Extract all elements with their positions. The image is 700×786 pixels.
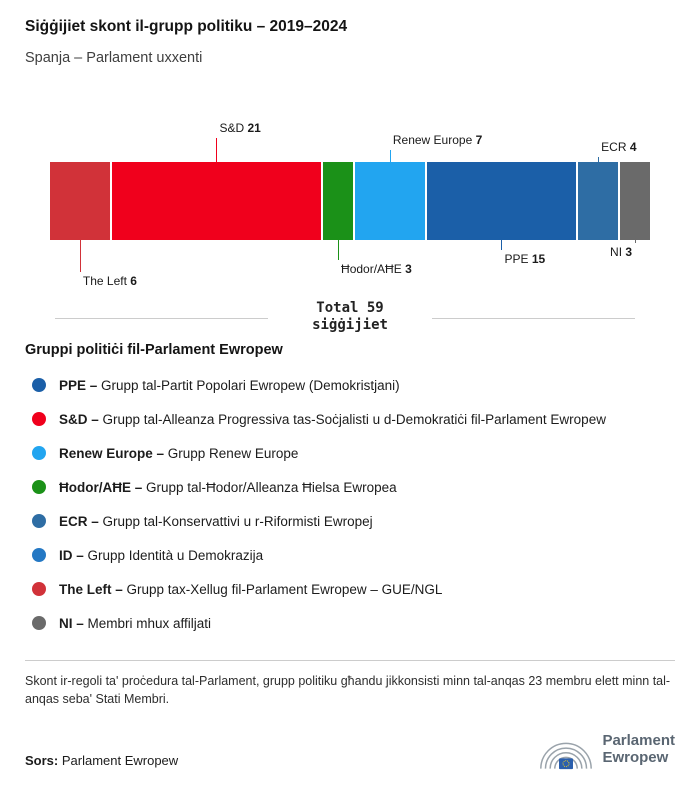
callout-label-the-left: The Left 6 [82,274,137,288]
legend-color-dot [32,446,46,460]
logo-text-line1: Parlament [602,732,675,749]
callout-line-ni [635,240,636,243]
bar-segment-s-d[interactable] [111,162,322,240]
legend-item-text: ID – Grupp Identità u Demokrazija [59,547,264,563]
legend-color-dot [32,412,46,426]
logo-text-line2: Ewropew [602,749,669,766]
legend-item-text: S&D – Grupp tal-Alleanza Progressiva tas… [59,411,606,427]
stacked-bar [50,162,650,240]
callout-line-s-d [216,138,217,162]
footer-divider [25,660,675,661]
total-rule-left [55,318,268,319]
legend-heading: Gruppi politiċi fil-Parlament Ewropew [25,342,283,358]
legend-color-dot [32,514,46,528]
bar-segment-ppe[interactable] [426,162,577,240]
callout-line-ppe [501,240,502,250]
legend-item-the-left: The Left – Grupp tax-Xellug fil-Parlamen… [25,572,685,606]
legend-item-text: Ħodor/AĦE – Grupp tal-Ħodor/Alleanza Ħie… [59,479,397,495]
hemicycle-flag-icon [540,742,593,770]
legend-item-text: The Left – Grupp tax-Xellug fil-Parlamen… [59,581,443,597]
legend-item-text: NI – Membri mhux affiljati [59,615,212,631]
callout-label-ni: NI 3 [610,245,633,259]
legend-item-text: Renew Europe – Grupp Renew Europe [59,445,299,461]
page-subtitle: Spanja – Parlament uxxenti [25,50,203,66]
legend-list: PPE – Grupp tal-Partit Popolari Ewropew … [25,368,685,640]
callout-label-ecr: ECR 4 [601,140,637,154]
source-text: Parlament Ewropew [58,753,179,768]
total-seats-label: Total 59 siġġijiet [270,300,430,334]
callout-label-ppe: PPE 15 [504,252,546,266]
bar-segment-renew-europe[interactable] [354,162,425,240]
bar-segment-ni[interactable] [620,162,650,240]
chart-area: The Left 6 S&D 21 Ħodor/AĦE 3 Renew Europe … [0,100,700,300]
page-title: Siġġijiet skont il-grupp politiku – 2019… [25,18,348,35]
legend-color-dot [32,582,46,596]
legend-color-dot [32,480,46,494]
total-line1: Total 59 [316,300,384,316]
legend-item-s-d: S&D – Grupp tal-Alleanza Progressiva tas… [25,402,685,436]
legend-item-ppe: PPE – Grupp tal-Partit Popolari Ewropew … [25,368,685,402]
legend-color-dot [32,378,46,392]
legend-color-dot [32,548,46,562]
callout-label-renew-europe: Renew Europe 7 [392,133,483,147]
bar-segment-ecr[interactable] [578,162,619,240]
legend-item-odor-a-e: Ħodor/AĦE – Grupp tal-Ħodor/Alleanza Ħie… [25,470,685,504]
legend-item-text: PPE – Grupp tal-Partit Popolari Ewropew … [59,377,400,393]
callout-line-the-left [80,240,81,272]
total-block: Total 59 siġġijiet [0,300,700,348]
legend-item-ni: NI – Membri mhux affiljati [25,606,685,640]
callout-label-s-d: S&D 21 [219,121,261,135]
total-rule-right [432,318,635,319]
bar-segment-the-left[interactable] [50,162,110,240]
bar-segment-odor-a-e[interactable] [323,162,353,240]
logo-text: Parlament Ewropew [602,732,675,766]
callout-line-odor-a-e [338,240,339,260]
procedure-note: Skont ir-regoli ta' proċedura tal-Parlam… [25,674,671,706]
legend-item-renew-europe: Renew Europe – Grupp Renew Europe [25,436,685,470]
callout-label-odor-a-e: Ħodor/AĦE 3 [341,262,412,276]
source-line: Sors: Parlament Ewropew [25,753,178,768]
callout-line-ecr [598,157,599,162]
total-line2: siġġijiet [312,317,388,333]
legend-color-dot [32,616,46,630]
legend-item-text: ECR – Grupp tal-Konservattivi u r-Riform… [59,513,373,529]
source-label: Sors: [25,753,59,768]
legend-item-id: ID – Grupp Identità u Demokrazija [25,538,685,572]
eu-parliament-logo: Parlament Ewropew [538,726,675,772]
callout-line-renew-europe [390,150,391,162]
legend-item-ecr: ECR – Grupp tal-Konservattivi u r-Riform… [25,504,685,538]
